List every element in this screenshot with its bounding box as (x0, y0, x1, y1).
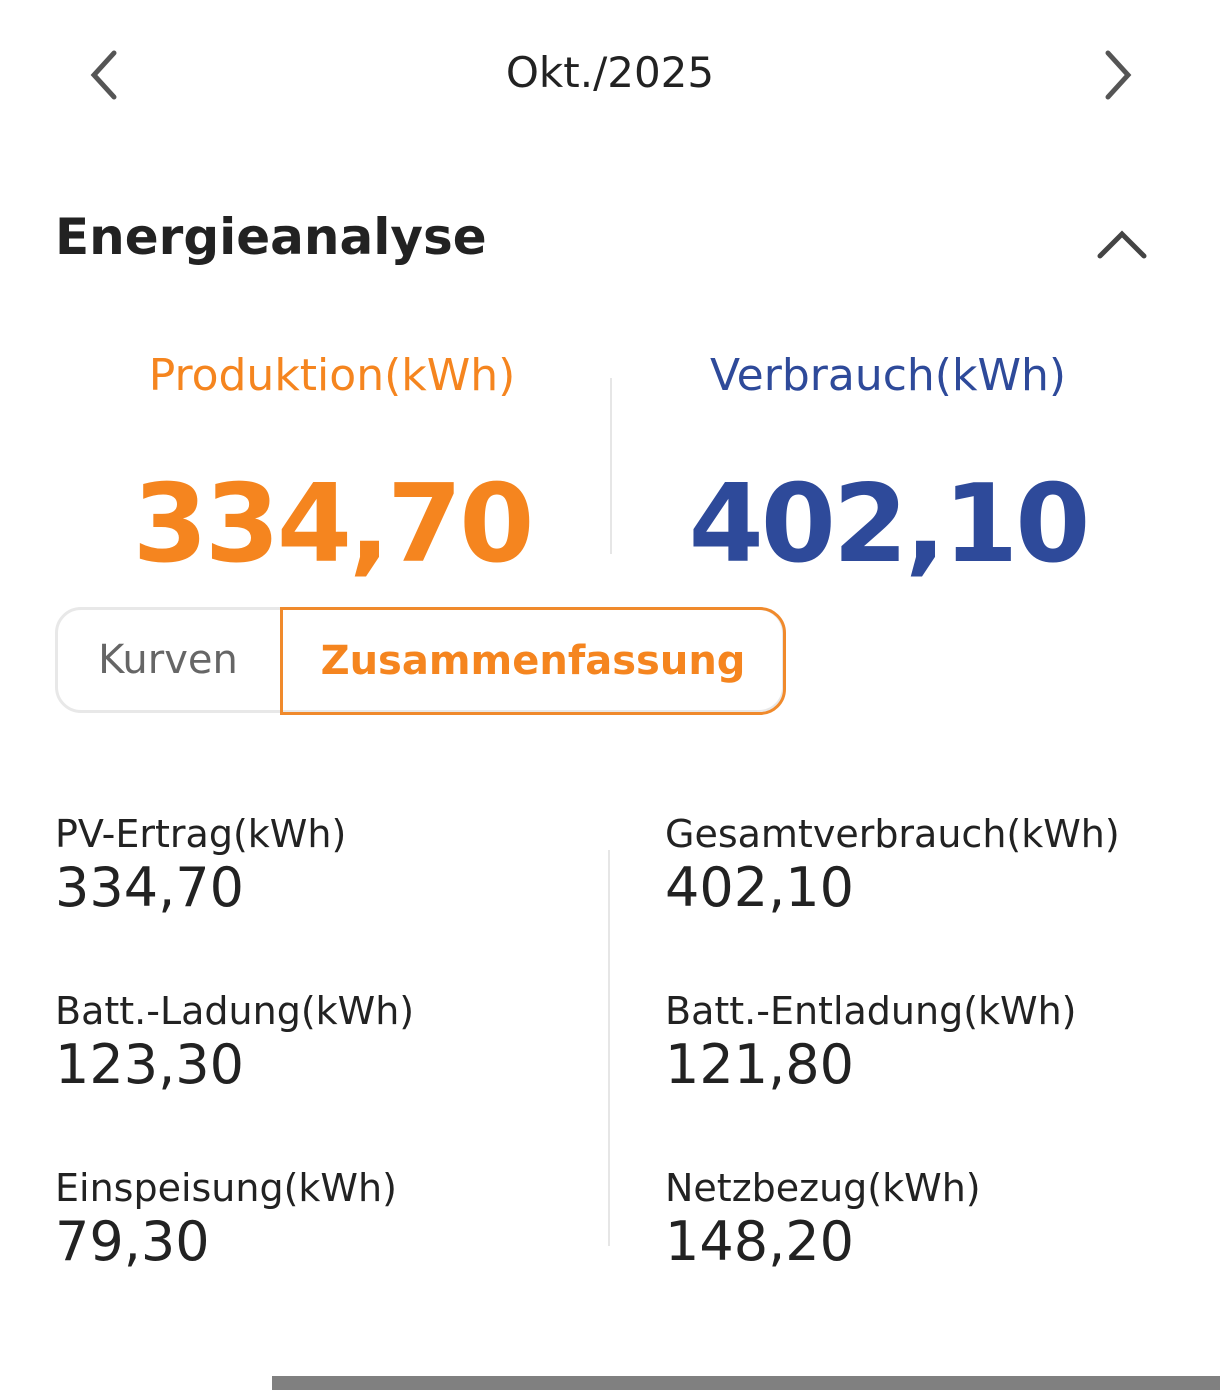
summary-value: 148,20 (665, 1210, 854, 1273)
consumption-value: 402,10 (688, 462, 1091, 587)
production-value: 334,70 (132, 462, 535, 587)
tab-zusammenfassung[interactable]: Zusammenfassung (280, 607, 786, 715)
summary-item-batt-charge: Batt.-Ladung(kWh) 123,30 (55, 989, 414, 1096)
summary-label: PV-Ertrag(kWh) (55, 812, 347, 856)
prev-month-button[interactable] (74, 45, 134, 105)
collapse-button[interactable] (1094, 222, 1150, 266)
summary-item-total-consumption: Gesamtverbrauch(kWh) 402,10 (665, 812, 1120, 919)
production-label: Produktion(kWh) (148, 350, 516, 401)
consumption-label: Verbrauch(kWh) (710, 350, 1066, 401)
summary-item-grid-import: Netzbezug(kWh) 148,20 (665, 1166, 981, 1273)
horizontal-scrollbar[interactable] (272, 1376, 1220, 1390)
summary-label: Batt.-Ladung(kWh) (55, 989, 415, 1033)
divider (610, 378, 612, 554)
summary-value: 121,80 (665, 1033, 854, 1096)
section-title: Energieanalyse (55, 208, 487, 266)
summary-value: 402,10 (665, 856, 854, 919)
summary-value: 123,30 (55, 1033, 244, 1096)
summary-item-feed-in: Einspeisung(kWh) 79,30 (55, 1166, 397, 1273)
summary-divider (608, 850, 610, 1246)
summary-label: Gesamtverbrauch(kWh) (665, 812, 1120, 856)
chevron-right-icon (1105, 50, 1132, 100)
summary-item-batt-discharge: Batt.-Entladung(kWh) 121,80 (665, 989, 1077, 1096)
next-month-button[interactable] (1088, 45, 1148, 105)
summary-value: 334,70 (55, 856, 244, 919)
summary-value: 79,30 (55, 1210, 210, 1273)
tab-kurven[interactable]: Kurven (98, 637, 238, 683)
summary-label: Batt.-Entladung(kWh) (665, 989, 1077, 1033)
summary-label: Netzbezug(kWh) (665, 1166, 981, 1210)
month-label: Okt./2025 (505, 48, 715, 97)
summary-item-pv: PV-Ertrag(kWh) 334,70 (55, 812, 346, 919)
summary-label: Einspeisung(kWh) (55, 1166, 397, 1210)
chevron-left-icon (90, 50, 117, 100)
chevron-up-icon (1097, 230, 1147, 259)
